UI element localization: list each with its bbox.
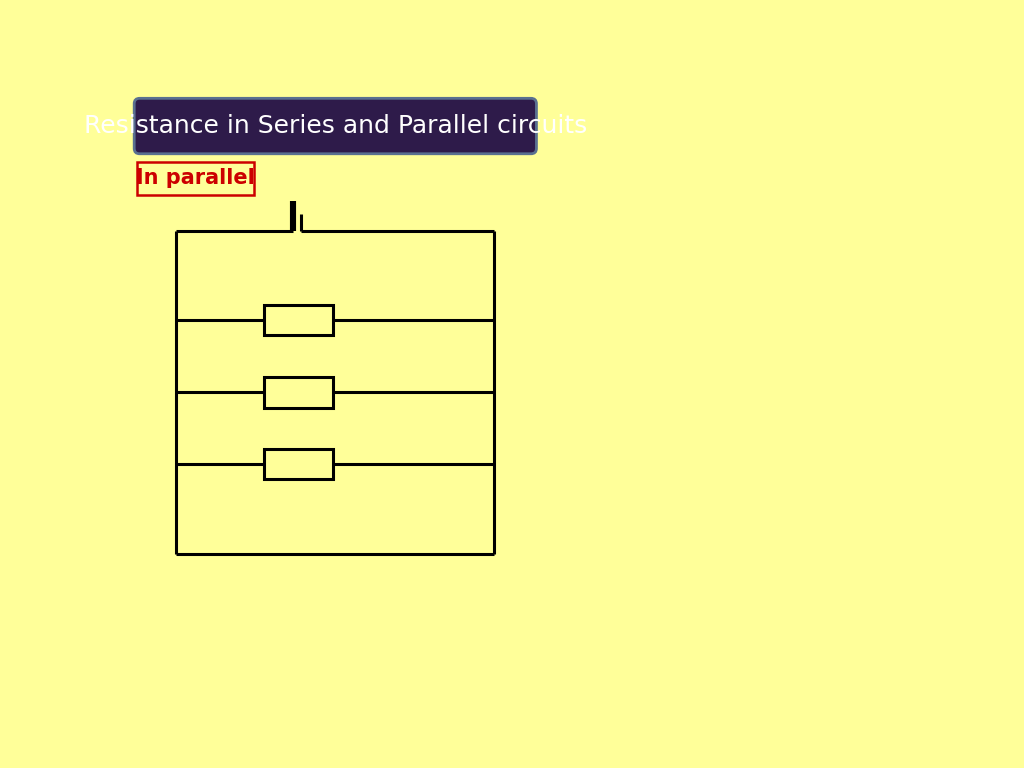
Text: In parallel: In parallel — [136, 168, 255, 188]
FancyBboxPatch shape — [134, 98, 537, 154]
FancyBboxPatch shape — [137, 162, 254, 194]
Bar — [264, 449, 333, 479]
Text: Resistance in Series and Parallel circuits: Resistance in Series and Parallel circui… — [84, 114, 587, 138]
Bar — [264, 377, 333, 408]
Bar — [264, 305, 333, 336]
